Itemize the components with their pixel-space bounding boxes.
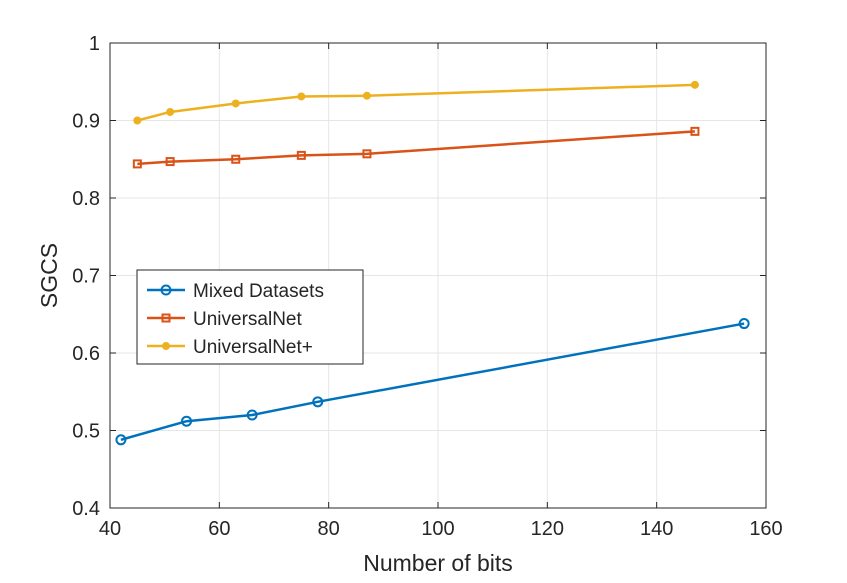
legend-label: UniversalNet	[193, 309, 302, 330]
legend: Mixed Datasets UniversalNet UniversalNet+	[136, 269, 364, 365]
legend-entry: Mixed Datasets	[147, 281, 324, 302]
data-point	[362, 149, 372, 159]
x-tick-label: 140	[640, 518, 673, 540]
series-universalnet-	[133, 80, 699, 125]
series-line	[137, 83, 695, 122]
y-tick-label: 0.7	[72, 266, 100, 288]
legend-swatch-marker	[160, 284, 172, 296]
data-point	[181, 415, 193, 427]
data-point	[115, 434, 127, 446]
series-line	[137, 130, 696, 166]
axis-ticks: 40 60 80 100 120 140 160 0.4 0.5 0.6 0.7 0.8 0.9 1	[72, 33, 783, 540]
data-point	[312, 396, 324, 408]
legend-entry: UniversalNet	[147, 309, 302, 330]
data-point	[690, 80, 699, 89]
data-point	[738, 318, 750, 330]
y-tick-label: 1	[89, 33, 100, 55]
x-tick-label: 60	[208, 518, 230, 540]
y-tick-label: 0.4	[72, 498, 100, 520]
legend-label: Mixed Datasets	[193, 281, 324, 302]
x-tick-label: 80	[318, 518, 340, 540]
series-mixed-datasets	[115, 318, 750, 446]
legend-swatch-marker	[161, 313, 171, 323]
x-tick-label: 160	[749, 518, 782, 540]
series-universalnet	[132, 126, 700, 169]
data-point	[132, 159, 142, 169]
x-tick-label: 100	[421, 518, 454, 540]
y-tick-label: 0.6	[72, 343, 100, 365]
legend-entry: UniversalNet+	[147, 337, 313, 358]
x-tick-label: 40	[99, 518, 121, 540]
y-tick-label: 0.5	[72, 421, 100, 443]
y-tick-label: 0.8	[72, 188, 100, 210]
x-tick-label: 120	[531, 518, 564, 540]
data-point	[297, 92, 306, 101]
series-line	[120, 322, 745, 442]
legend-items: Mixed Datasets UniversalNet UniversalNet+	[147, 281, 324, 358]
series-lines	[115, 80, 750, 446]
data-point	[231, 99, 240, 108]
data-point	[231, 154, 241, 164]
data-point	[296, 150, 306, 160]
y-tick-label: 0.9	[72, 111, 100, 133]
data-point	[165, 157, 175, 167]
legend-swatch-marker	[162, 342, 170, 350]
data-point	[133, 116, 142, 125]
y-axis-label: SGCS	[36, 243, 62, 308]
data-point	[690, 126, 700, 136]
legend-label: UniversalNet+	[193, 337, 313, 358]
x-axis-label: Number of bits	[363, 550, 513, 576]
data-point	[166, 107, 175, 116]
data-point	[246, 409, 258, 421]
data-point	[362, 91, 371, 100]
